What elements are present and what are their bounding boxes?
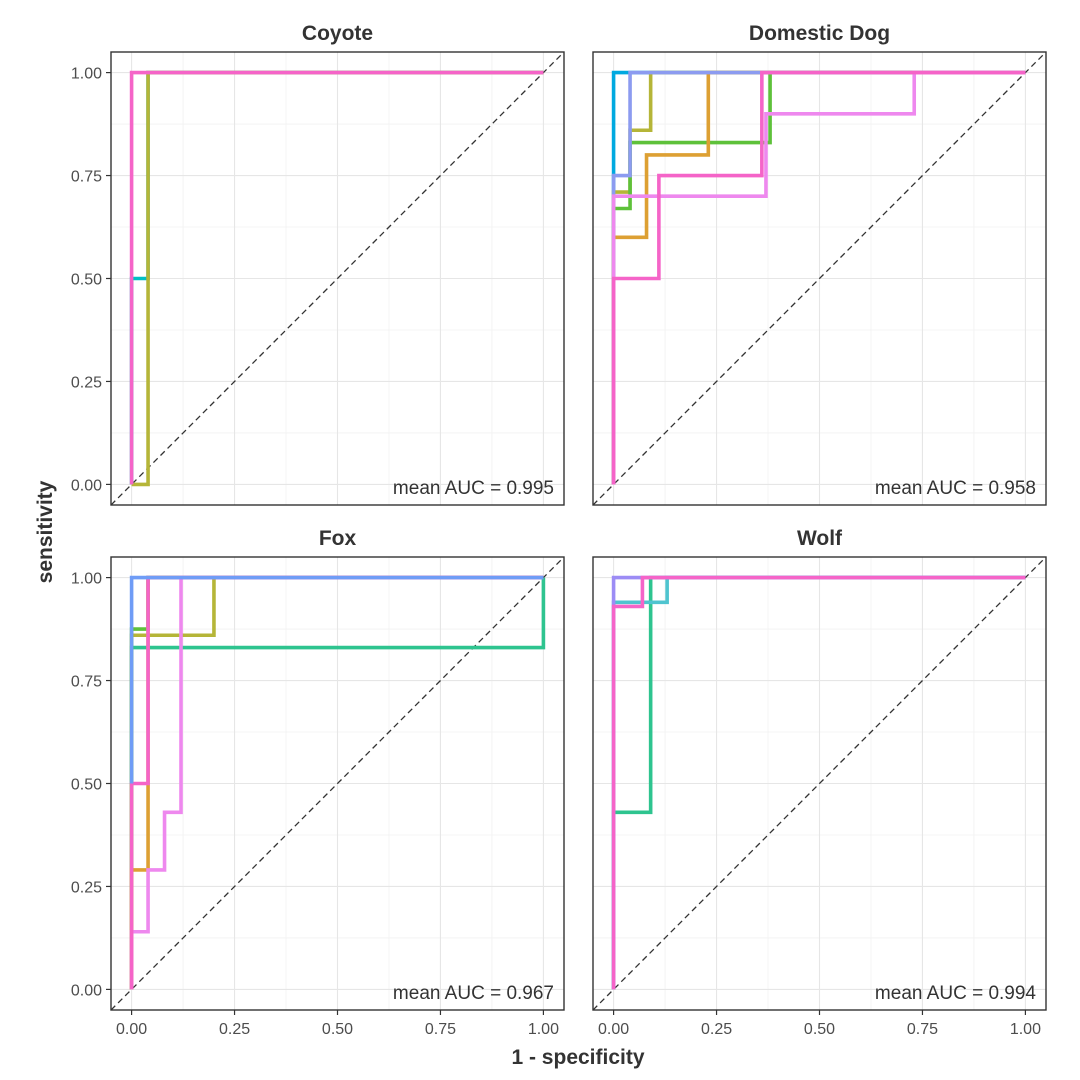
roc-series-line: [129, 70, 544, 485]
mean-auc-label: mean AUC = 0.958: [875, 478, 1036, 499]
y-tick-label: 0.50: [71, 777, 102, 794]
y-tick-label: 0.25: [71, 879, 102, 896]
roc-series-line: [129, 575, 544, 784]
panel-fox: Fox mean AUC = 0.967 0.00 0.25 0.50 0.75 1.00 0…: [71, 527, 565, 1038]
roc-series-line: [611, 70, 1026, 485]
reference-diagonal: [111, 52, 564, 505]
y-tick-label: 0.75: [71, 674, 102, 691]
x-tick-label: 1.00: [528, 1021, 559, 1038]
panel-title: Wolf: [797, 527, 843, 550]
y-tick-label: 0.50: [71, 272, 102, 289]
roc-series-line: [129, 575, 544, 990]
mean-auc-label: mean AUC = 0.995: [393, 478, 554, 499]
reference-diagonal: [593, 557, 1046, 1010]
panel-border: [592, 51, 1047, 506]
y-tick-label: 0.00: [71, 982, 102, 999]
y-tick-label: 1.00: [71, 66, 102, 83]
panel-title: Domestic Dog: [749, 22, 890, 45]
mean-auc-label: mean AUC = 0.967: [393, 983, 554, 1004]
panels-layer: Coyote mean AUC = 0.995 0.00 0.25 0.50 0.75 1.…: [71, 22, 1047, 1038]
panel-title: Coyote: [302, 22, 373, 45]
panel-title: Fox: [319, 527, 357, 550]
x-tick-label: 0.00: [598, 1021, 629, 1038]
x-tick-label: 0.25: [219, 1021, 250, 1038]
x-tick-label: 0.50: [322, 1021, 353, 1038]
panel-domestic-dog: Domestic Dog mean AUC = 0.958: [592, 22, 1047, 506]
mean-auc-label: mean AUC = 0.994: [875, 983, 1037, 1004]
y-tick-label: 0.75: [71, 169, 102, 186]
reference-diagonal: [593, 52, 1046, 505]
panel-coyote: Coyote mean AUC = 0.995 0.00 0.25 0.50 0.75 1.…: [71, 22, 565, 506]
x-tick-label: 0.25: [701, 1021, 732, 1038]
y-tick-label: 0.25: [71, 374, 102, 391]
x-tick-label: 0.75: [425, 1021, 456, 1038]
y-axis-title: sensitivity: [34, 480, 57, 583]
x-axis-title: 1 - specificity: [511, 1046, 644, 1069]
x-tick-label: 0.00: [116, 1021, 147, 1038]
x-tick-label: 0.75: [907, 1021, 938, 1038]
x-tick-label: 0.50: [804, 1021, 835, 1038]
x-tick-label: 1.00: [1010, 1021, 1041, 1038]
panel-wolf: Wolf mean AUC = 0.994 0.00 0.25 0.50 0.75 1.00: [592, 527, 1047, 1038]
roc-series-line: [611, 575, 1026, 990]
y-tick-label: 1.00: [71, 571, 102, 588]
y-tick-label: 0.00: [71, 477, 102, 494]
reference-diagonal: [111, 557, 564, 1010]
